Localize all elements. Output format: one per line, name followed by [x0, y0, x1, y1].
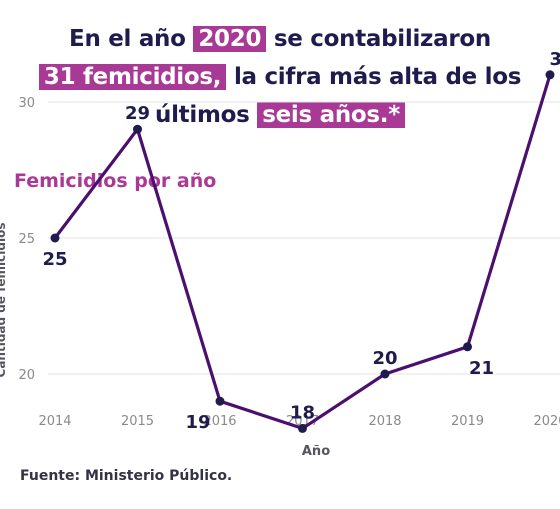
data-label: 20: [372, 348, 397, 369]
headline-line-2: 31 femicidios, la cifra más alta de los: [0, 58, 560, 96]
source-note: Fuente: Ministerio Público.: [20, 468, 233, 484]
x-tick-label: 2019: [451, 414, 484, 429]
y-tick-label: 20: [18, 368, 35, 383]
headline-highlight: 2020: [193, 26, 267, 52]
x-tick-label: 2018: [368, 414, 401, 429]
headline-text: la cifra más alta de los: [233, 64, 522, 90]
y-tick-label: 25: [18, 232, 35, 247]
data-point: [463, 342, 472, 352]
headline-text: se contabilizaron: [273, 26, 491, 52]
data-point: [50, 233, 60, 243]
headline-line-1: En el año 2020 se contabilizaron: [0, 20, 560, 58]
data-label: 29: [125, 103, 150, 124]
data-point: [545, 70, 555, 80]
x-tick-label: 2020: [533, 414, 560, 429]
x-tick-label: 2014: [38, 414, 71, 429]
data-label: 18: [290, 402, 315, 423]
y-axis-label: Cantidad de femicidios: [0, 223, 8, 378]
data-point: [298, 423, 307, 433]
chart-subtitle: Femicidios por año: [14, 170, 217, 192]
headline-text: últimos: [155, 102, 250, 128]
data-point: [133, 124, 142, 134]
headline-line-3: últimos seis años.*: [0, 96, 560, 134]
data-point: [215, 396, 225, 406]
data-label: 25: [42, 249, 67, 270]
headline-highlight: seis años.*: [257, 102, 405, 128]
headline-text: En el año: [69, 26, 186, 52]
x-axis-label: Año: [302, 444, 330, 459]
y-tick-label: 30: [18, 96, 35, 111]
data-label: 19: [185, 412, 210, 433]
data-label: 21: [469, 358, 494, 379]
headline: En el año 2020 se contabilizaron 31 femi…: [0, 20, 560, 134]
data-point: [380, 369, 390, 379]
x-tick-label: 2016: [203, 414, 236, 429]
headline-highlight: 31 femicidios,: [38, 64, 227, 90]
data-label: 31: [549, 49, 560, 70]
x-tick-label: 2015: [121, 414, 154, 429]
